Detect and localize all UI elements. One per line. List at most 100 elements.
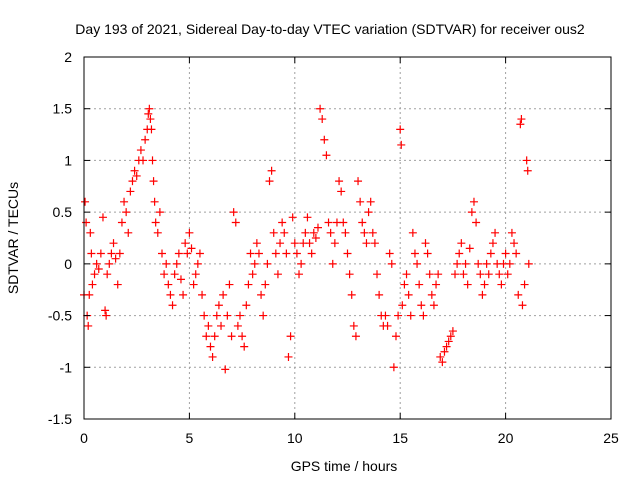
y-tick-label: 2 [64,49,72,65]
data-point [387,259,396,268]
data-point [102,311,111,320]
data-point [375,290,384,299]
data-point [389,363,398,372]
data-point [495,270,504,279]
data-point [278,218,287,227]
data-point [520,280,529,289]
data-point [356,197,365,206]
data-point [252,239,261,248]
data-point [402,270,411,279]
data-point [210,332,219,341]
x-tick-label: 10 [287,430,303,446]
data-point [354,177,363,186]
data-point [434,270,443,279]
data-point [404,290,413,299]
data-point [189,280,198,289]
data-point [151,218,160,227]
data-point [206,342,215,351]
data-point [486,249,495,258]
data-point [144,109,153,118]
data-point [398,301,407,310]
data-point [246,249,255,258]
data-point [474,259,483,268]
data-point [103,270,112,279]
data-point [425,270,434,279]
data-point [128,177,137,186]
chart-title: Day 193 of 2021, Sidereal Day-to-day VTE… [75,21,585,37]
data-point [280,228,289,237]
data-point [381,311,390,320]
x-tick-label: 5 [186,430,194,446]
data-point [488,239,497,248]
data-point [267,166,276,175]
data-point [413,259,422,268]
data-point [286,332,295,341]
data-point [265,177,274,186]
data-point [396,125,405,134]
data-point [391,332,400,341]
data-point [364,208,373,217]
data-point [297,259,306,268]
data-point [410,249,419,258]
data-point [448,327,457,336]
data-point [421,239,430,248]
y-tick-label: -1.5 [48,411,72,427]
data-point [269,228,278,237]
x-tick-label: 20 [498,430,514,446]
data-point [394,311,403,320]
data-point [491,228,500,237]
data-point [442,342,451,351]
data-point [320,135,329,144]
y-tick-label: 1 [64,152,72,168]
data-point [358,218,367,227]
data-point [343,249,352,258]
data-point [446,332,455,341]
data-point [311,234,320,242]
data-point [507,228,516,237]
data-point [313,223,322,232]
data-point [290,239,299,248]
data-point [98,213,107,222]
data-point [179,290,188,299]
data-point [307,249,316,258]
data-point [164,280,173,289]
data-point [172,259,181,268]
data-point [195,249,204,258]
data-point [463,280,472,289]
data-point [514,290,523,299]
data-point [176,275,185,284]
data-point [208,352,217,361]
data-point [351,332,360,341]
data-point [198,290,207,299]
data-point [202,332,211,341]
data-point [120,197,129,206]
data-point [292,249,301,258]
data-point [370,239,379,248]
data-point [185,228,194,237]
data-point [385,249,394,258]
data-point [181,239,190,248]
x-tick-label: 25 [603,430,619,446]
data-point [373,270,382,279]
data-point [187,244,196,253]
data-point [366,197,375,206]
data-point [397,140,406,149]
data-point [85,290,94,299]
data-point [341,228,350,237]
data-point [339,218,348,227]
data-point [501,249,510,258]
data-point [132,171,141,180]
data-point [94,265,103,274]
data-point [109,239,118,248]
data-point [107,249,116,258]
data-point [438,358,447,367]
data-point [148,156,157,165]
data-point [271,249,280,258]
data-point [347,290,356,299]
data-point [221,365,230,374]
data-point [168,301,177,310]
data-point [503,270,512,279]
data-point [318,115,327,124]
data-point [432,280,441,289]
